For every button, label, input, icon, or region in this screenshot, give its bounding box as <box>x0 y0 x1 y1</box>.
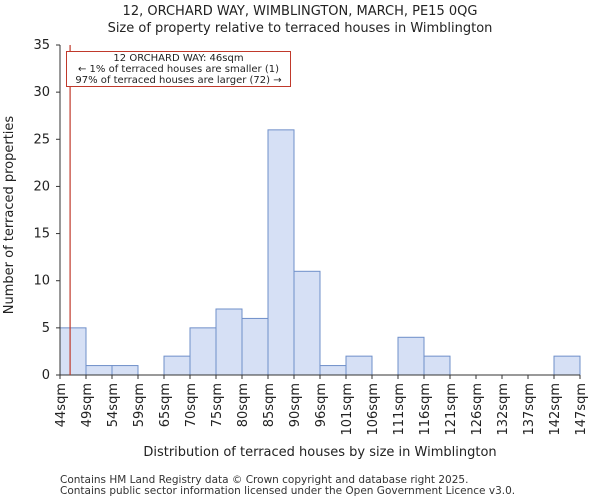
histogram-bar <box>397 336 425 376</box>
x-tick-label: 90sqm <box>288 383 303 427</box>
annotation-line-3: 97% of terraced houses are larger (72) → <box>75 75 282 86</box>
annotation-box: 12 ORCHARD WAY: 46sqm ← 1% of terraced h… <box>66 51 291 87</box>
x-tick-label: 70sqm <box>184 383 199 427</box>
x-axis-label: Distribution of terraced houses by size … <box>143 445 497 460</box>
y-tick-label: 15 <box>33 227 50 242</box>
annotation-line-2: ← 1% of terraced houses are smaller (1) <box>78 64 279 75</box>
y-tick-label: 20 <box>33 179 50 194</box>
chart-subtitle: Size of property relative to terraced ho… <box>107 21 493 36</box>
histogram-bar <box>319 365 347 376</box>
x-tick-label: 96sqm <box>314 383 329 427</box>
histogram-bar <box>423 355 451 376</box>
footer-copyright: Contains HM Land Registry data © Crown c… <box>60 474 469 486</box>
histogram-bar <box>163 355 191 376</box>
y-tick-label: 25 <box>33 132 50 147</box>
y-axis-label: Number of terraced properties <box>2 115 17 315</box>
y-tick-label: 35 <box>33 38 50 53</box>
x-tick-label: 137sqm <box>522 383 537 436</box>
x-tick-label: 142sqm <box>548 383 563 436</box>
annotation-line-1: 12 ORCHARD WAY: 46sqm <box>113 53 244 64</box>
histogram-bar <box>59 327 87 376</box>
x-tick-label: 65sqm <box>158 383 173 427</box>
x-tick-label: 54sqm <box>106 383 121 427</box>
x-tick-label: 101sqm <box>340 383 355 436</box>
x-tick-label: 116sqm <box>418 383 433 436</box>
x-tick-label: 147sqm <box>574 383 589 436</box>
histogram-bar <box>553 355 581 376</box>
histogram-bar <box>241 317 269 376</box>
chart-title: 12, ORCHARD WAY, WIMBLINGTON, MARCH, PE1… <box>122 4 478 19</box>
x-tick-label: 121sqm <box>444 383 459 436</box>
x-tick-label: 85sqm <box>262 383 277 427</box>
footer-licence: Contains public sector information licen… <box>60 485 516 497</box>
x-tick-label: 80sqm <box>236 383 251 427</box>
histogram-bar <box>111 365 139 376</box>
histogram-bar <box>345 355 373 376</box>
x-tick-label: 132sqm <box>496 383 511 436</box>
x-tick-label: 111sqm <box>392 383 407 436</box>
histogram-bar <box>293 270 321 376</box>
x-tick-label: 106sqm <box>366 383 381 436</box>
x-tick-label: 49sqm <box>80 383 95 427</box>
x-tick-label: 75sqm <box>210 383 225 427</box>
y-tick-label: 5 <box>42 321 50 336</box>
x-tick-label: 126sqm <box>470 383 485 436</box>
x-tick-label: 59sqm <box>132 383 147 427</box>
histogram-bar <box>85 365 113 376</box>
histogram-bar <box>189 327 217 376</box>
histogram-bar <box>267 129 295 376</box>
x-tick-label: 44sqm <box>54 383 69 427</box>
y-tick-label: 0 <box>42 368 50 383</box>
histogram-bar <box>215 308 243 376</box>
y-tick-label: 30 <box>33 85 50 100</box>
y-tick-label: 10 <box>33 274 50 289</box>
